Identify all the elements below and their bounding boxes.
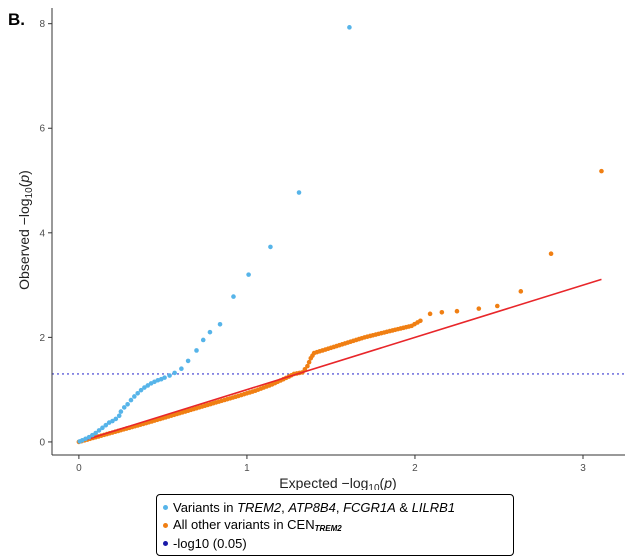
point-trem2-variant: [162, 375, 167, 380]
point-other-variant: [305, 363, 310, 369]
point-trem2-variant: [121, 405, 127, 410]
point-other-variant: [494, 303, 500, 309]
point-other-variant: [439, 309, 445, 315]
y-axis-title: Observed −log10(p): [16, 170, 35, 290]
point-trem2-variant: [93, 430, 98, 436]
point-other-variant: [418, 318, 423, 324]
point-trem2-variant: [103, 422, 109, 428]
point-other-variant: [302, 366, 308, 372]
point-other-variant: [427, 311, 433, 317]
y-tick-label: 8: [39, 19, 45, 30]
point-trem2-variant: [113, 416, 119, 422]
y-tick-label: 4: [39, 228, 45, 239]
point-trem2-variant: [128, 397, 134, 403]
point-trem2-variant: [138, 387, 144, 393]
x-tick-label: 0: [76, 463, 82, 474]
legend: Variants in TREM2, ATP8B4, FCGR1A & LILR…: [156, 494, 514, 556]
point-other-variant: [306, 359, 312, 365]
legend-swatch-navy: [163, 540, 168, 546]
point-trem2-variant: [217, 321, 223, 327]
point-trem2-variant: [135, 391, 140, 396]
point-other-variant: [476, 306, 482, 311]
point-trem2-variant: [86, 434, 92, 440]
qq-plot: 0 2 4 6 8 0 1 2 3 Observed −log10(p) Expected −l…: [16, 8, 625, 490]
x-tick-label: 3: [580, 463, 586, 474]
point-trem2-variant: [194, 348, 199, 353]
point-trem2-variant: [167, 373, 172, 378]
point-other-variant: [518, 289, 524, 294]
y-tick-label: 0: [39, 437, 45, 448]
x-axis-title: Expected −log10(p): [279, 475, 396, 490]
point-trem2-variant: [116, 413, 122, 419]
point-trem2-variant: [100, 425, 105, 431]
point-trem2-variant: [110, 418, 115, 424]
legend-swatch-blue: [163, 504, 168, 510]
legend-label: All other variants in CENTREM2: [173, 517, 342, 533]
point-trem2-variant: [296, 190, 302, 195]
legend-label: -log10 (0.05): [173, 535, 247, 551]
point-trem2-variant: [96, 428, 102, 433]
point-trem2-variant: [142, 385, 147, 390]
point-other-variant: [599, 168, 604, 174]
legend-item-threshold: -log10 (0.05): [163, 534, 507, 552]
point-other-variant: [548, 251, 554, 257]
point-other-variant: [454, 308, 460, 314]
axes: 0 2 4 6 8 0 1 2 3: [39, 8, 625, 474]
point-trem2-variant: [179, 366, 184, 372]
point-trem2-variant: [246, 272, 251, 277]
reference-line: [78, 278, 602, 443]
legend-item-other-variants: All other variants in CENTREM2: [163, 516, 507, 534]
x-tick-label: 1: [244, 463, 250, 474]
legend-item-trem2-variants: Variants in TREM2, ATP8B4, FCGR1A & LILR…: [163, 498, 507, 516]
plot-area: [52, 25, 625, 445]
point-trem2-variant: [125, 401, 130, 407]
panel-label: B.: [8, 10, 25, 29]
point-trem2-variant: [90, 432, 95, 438]
point-trem2-variant: [185, 358, 191, 364]
point-trem2-variant: [347, 25, 352, 30]
point-trem2-variant: [231, 294, 236, 299]
point-trem2-variant: [207, 329, 213, 335]
point-trem2-variant: [145, 383, 151, 388]
point-trem2-variant: [132, 394, 137, 399]
legend-swatch-orange: [163, 522, 168, 528]
point-trem2-variant: [268, 244, 273, 250]
point-trem2-variant: [118, 409, 124, 414]
x-tick-label: 2: [412, 463, 418, 474]
point-trem2-variant: [200, 337, 206, 343]
y-tick-label: 6: [39, 124, 45, 135]
y-tick-label: 2: [39, 333, 45, 344]
point-trem2-variant: [172, 370, 177, 376]
legend-label: Variants in TREM2, ATP8B4, FCGR1A & LILR…: [173, 499, 456, 515]
